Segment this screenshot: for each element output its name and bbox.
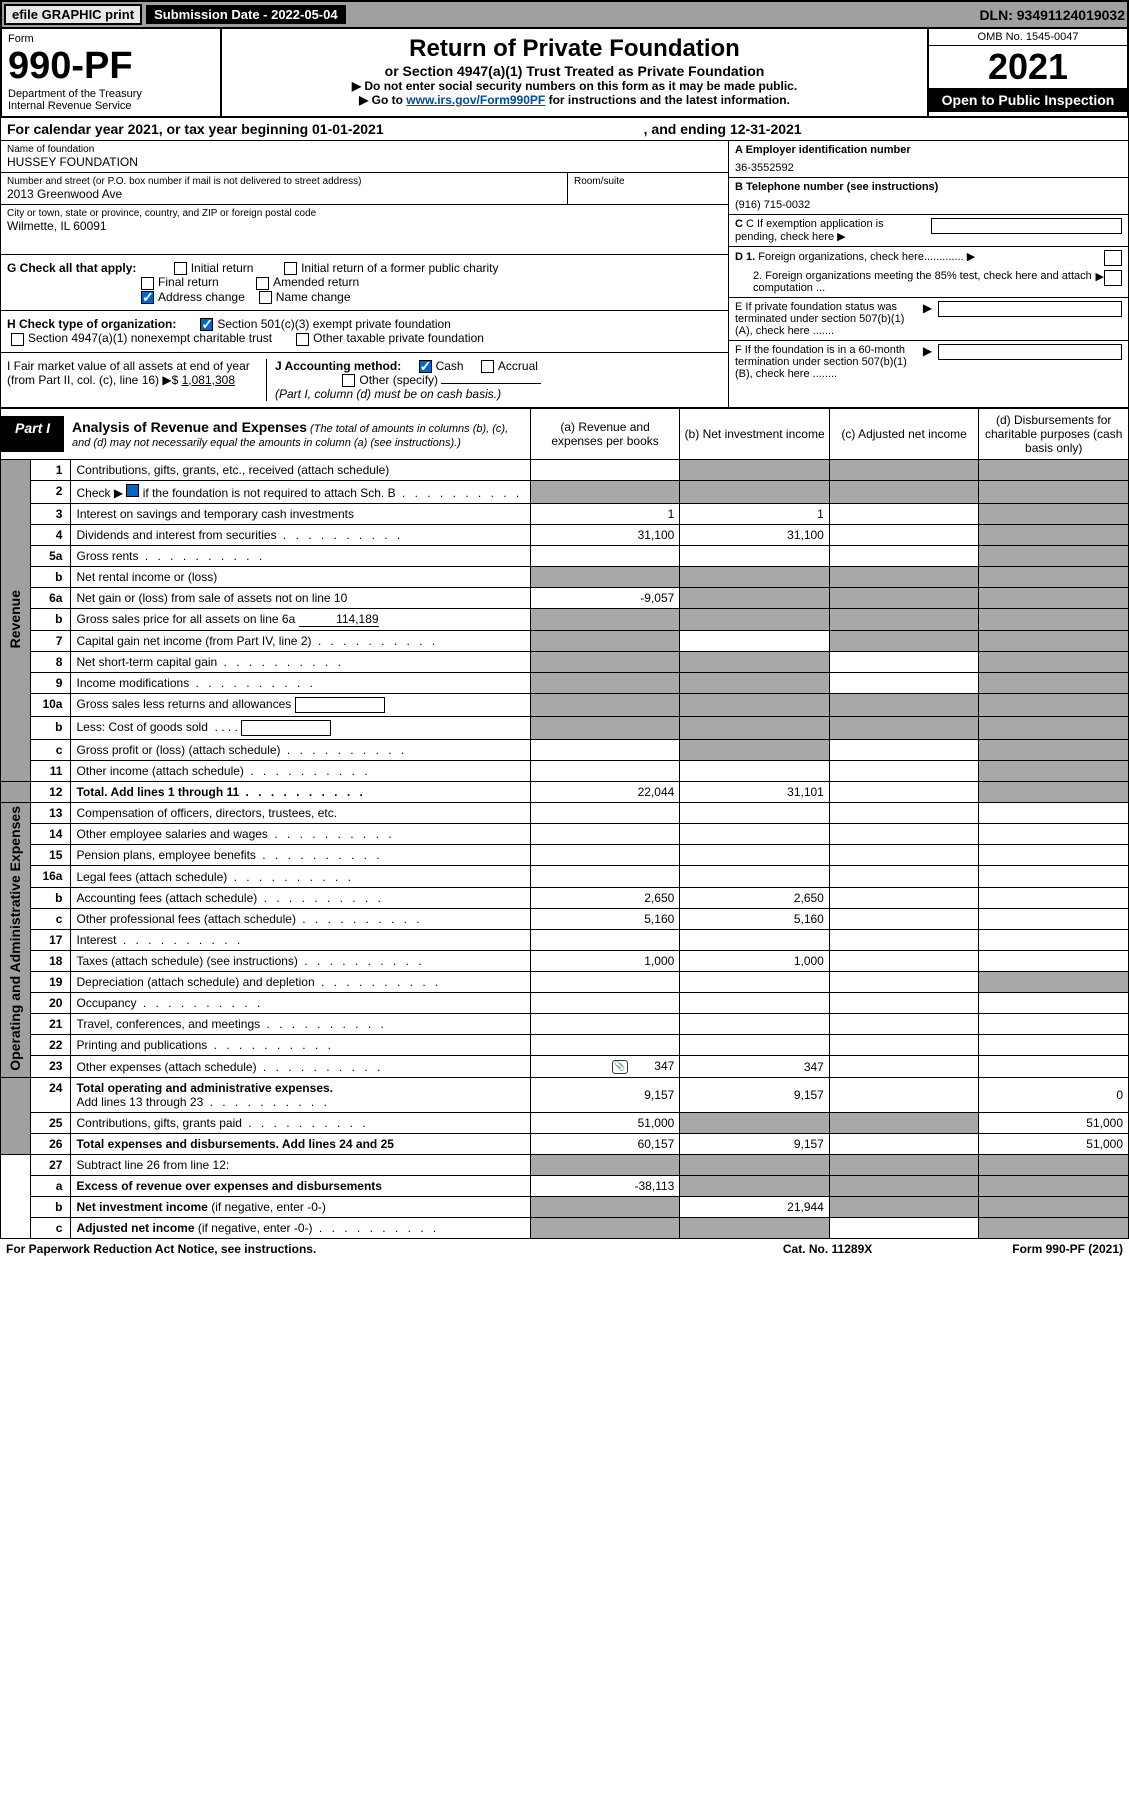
note-1: ▶ Do not enter social security numbers o… <box>228 79 921 93</box>
info-block: Name of foundationHUSSEY FOUNDATION Numb… <box>0 141 1129 408</box>
form-header: Form 990-PF Department of the Treasury I… <box>0 29 1129 118</box>
part1-table: Part I Analysis of Revenue and Expenses … <box>0 408 1129 1239</box>
accrual-checkbox[interactable] <box>481 360 494 373</box>
dept: Department of the Treasury Internal Reve… <box>8 88 214 112</box>
tax-year: 2021 <box>929 46 1127 88</box>
dln: DLN: 93491124019032 <box>979 7 1125 23</box>
ein-label: A Employer identification number <box>735 144 911 156</box>
side-revenue: Revenue <box>7 590 23 648</box>
foundation-name: HUSSEY FOUNDATION <box>7 155 722 169</box>
e-label: E If private foundation status was termi… <box>735 301 917 337</box>
calendar-year: For calendar year 2021, or tax year begi… <box>0 118 1129 141</box>
schb-checkbox[interactable] <box>126 484 139 497</box>
d1: D 1. Foreign organizations, check here..… <box>735 250 1104 266</box>
attachment-icon[interactable]: 📎 <box>612 1060 628 1074</box>
part1-desc: Analysis of Revenue and Expenses (The to… <box>64 416 530 452</box>
addr: 2013 Greenwood Ave <box>7 187 561 201</box>
name-label: Name of foundation <box>7 144 722 155</box>
section-h: H Check type of organization: Section 50… <box>1 311 728 353</box>
fmv: 1,081,308 <box>182 373 235 387</box>
form-label: Form <box>8 33 214 45</box>
side-expenses: Operating and Administrative Expenses <box>7 806 23 1071</box>
footer: For Paperwork Reduction Act Notice, see … <box>0 1239 1129 1259</box>
501c3-checkbox[interactable] <box>200 318 213 331</box>
city: Wilmette, IL 60091 <box>7 219 722 233</box>
d1-checkbox[interactable] <box>1104 250 1122 266</box>
col-c: (c) Adjusted net income <box>829 409 979 460</box>
section-g: G Check all that apply: Initial return I… <box>1 255 728 311</box>
addr-label: Number and street (or P.O. box number if… <box>7 176 561 187</box>
c-label: C C If exemption application is pending,… <box>735 218 925 243</box>
d2-checkbox[interactable] <box>1104 270 1122 286</box>
paperwork-notice: For Paperwork Reduction Act Notice, see … <box>6 1242 316 1256</box>
form-ref: Form 990-PF (2021) <box>1012 1242 1123 1256</box>
col-b: (b) Net investment income <box>680 409 830 460</box>
cash-checkbox[interactable] <box>419 360 432 373</box>
note-2: ▶ Go to www.irs.gov/Form990PF for instru… <box>228 93 921 107</box>
name-change-checkbox[interactable] <box>259 291 272 304</box>
col-d: (d) Disbursements for charitable purpose… <box>979 409 1129 460</box>
amended-checkbox[interactable] <box>256 277 269 290</box>
form-number: 990-PF <box>8 45 214 88</box>
efile-print-button[interactable]: efile GRAPHIC print <box>4 4 142 25</box>
other-method-checkbox[interactable] <box>342 374 355 387</box>
d2: 2. Foreign organizations meeting the 85%… <box>735 270 1096 294</box>
f-label: F If the foundation is in a 60-month ter… <box>735 344 917 380</box>
initial-return-checkbox[interactable] <box>174 262 187 275</box>
omb: OMB No. 1545-0047 <box>929 29 1127 46</box>
submission-date: Submission Date - 2022-05-04 <box>146 5 346 24</box>
4947a1-checkbox[interactable] <box>11 333 24 346</box>
room-label: Room/suite <box>574 176 722 187</box>
tel-label: B Telephone number (see instructions) <box>735 181 938 193</box>
col-a: (a) Revenue and expenses per books <box>530 409 680 460</box>
instructions-link[interactable]: www.irs.gov/Form990PF <box>406 93 545 107</box>
other-taxable-checkbox[interactable] <box>296 333 309 346</box>
initial-public-checkbox[interactable] <box>284 262 297 275</box>
form-title: Return of Private Foundation <box>228 35 921 63</box>
form-subtitle: or Section 4947(a)(1) Trust Treated as P… <box>228 63 921 79</box>
f-checkbox[interactable] <box>938 344 1122 360</box>
tel: (916) 715-0032 <box>735 199 1122 211</box>
part1-tab: Part I <box>1 416 64 452</box>
section-ij: I Fair market value of all assets at end… <box>1 353 728 408</box>
c-checkbox[interactable] <box>931 218 1123 234</box>
e-checkbox[interactable] <box>938 301 1122 317</box>
cat-no: Cat. No. 11289X <box>783 1242 872 1256</box>
final-return-checkbox[interactable] <box>141 277 154 290</box>
address-change-checkbox[interactable] <box>141 291 154 304</box>
open-public: Open to Public Inspection <box>929 88 1127 112</box>
ein: 36-3552592 <box>735 162 1122 174</box>
top-bar: efile GRAPHIC print Submission Date - 20… <box>0 0 1129 29</box>
city-label: City or town, state or province, country… <box>7 208 722 219</box>
